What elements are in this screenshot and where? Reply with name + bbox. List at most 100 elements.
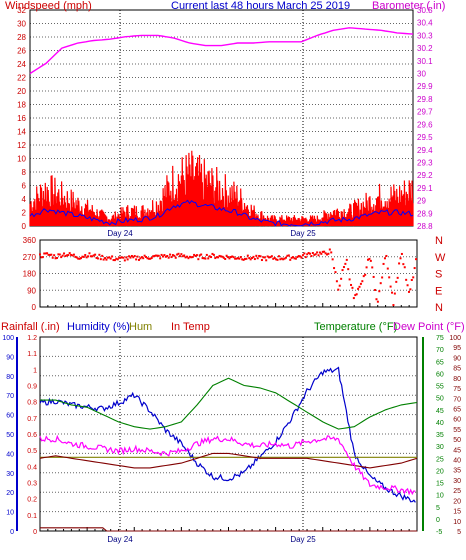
temperature-tick-label: 20	[436, 468, 444, 475]
direction-point	[402, 263, 405, 266]
rain-tick-label: 0.1	[27, 513, 37, 520]
direction-point	[243, 258, 246, 261]
direction-point	[248, 257, 251, 260]
dewpoint-series-line	[39, 434, 416, 496]
direction-point	[105, 258, 108, 261]
direction-point	[136, 255, 139, 258]
direction-point	[258, 254, 261, 257]
dewpoint-tick-label: 65	[453, 406, 461, 413]
direction-point	[177, 252, 180, 255]
direction-point	[253, 258, 256, 261]
humidity-tick-label: 80	[6, 374, 14, 381]
direction-point	[368, 257, 371, 260]
barometer-tick-label: 30.2	[417, 44, 433, 53]
direction-point	[386, 267, 389, 270]
direction-point	[129, 256, 132, 259]
direction-point	[409, 288, 412, 291]
direction-point	[102, 258, 105, 261]
dewpoint-tick-label: 60	[453, 417, 461, 424]
humidity-tick-label: 70	[6, 393, 14, 400]
direction-point	[101, 254, 104, 257]
rain-tick-label: 0.4	[27, 464, 37, 471]
direction-point	[77, 257, 80, 260]
wind-direction-plot-frame	[39, 239, 418, 308]
direction-point	[342, 266, 345, 269]
windspeed-tick-label: 2	[22, 209, 27, 218]
direction-point	[300, 256, 303, 259]
barometer-tick-label: 28.9	[417, 209, 433, 218]
direction-point	[171, 254, 174, 257]
direction-point	[173, 254, 176, 257]
direction-point	[159, 257, 162, 260]
direction-point	[268, 256, 271, 259]
direction-point	[225, 254, 228, 257]
direction-point	[398, 262, 401, 265]
direction-point	[170, 256, 173, 259]
windspeed-tick-label: 24	[17, 60, 26, 69]
dewpoint-axis-title: Dew Point (°F)	[393, 321, 465, 333]
direction-point	[145, 255, 148, 258]
direction-point	[181, 255, 184, 258]
temperature-tick-label: 45	[436, 408, 444, 415]
direction-point	[205, 253, 208, 256]
direction-point	[142, 257, 145, 260]
direction-point	[259, 255, 262, 258]
direction-point	[202, 257, 205, 260]
direction-point	[68, 252, 71, 255]
direction-point	[163, 254, 166, 257]
direction-point	[376, 300, 379, 303]
direction-point	[47, 253, 50, 256]
direction-point	[378, 290, 381, 293]
direction-point	[393, 292, 396, 295]
direction-point	[351, 286, 354, 289]
rain-tick-label: 0.3	[27, 481, 37, 488]
direction-point	[405, 278, 408, 281]
direction-point	[256, 257, 259, 260]
windspeed-tick-label: 26	[17, 47, 26, 56]
barometer-tick-label: 30.1	[417, 57, 433, 66]
barometer-tick-label: 29	[417, 197, 426, 206]
barometer-tick-label: 30.4	[417, 19, 433, 28]
direction-point	[55, 257, 58, 260]
humidity-axis-title: Humidity (%)	[67, 321, 130, 333]
direction-point	[338, 284, 341, 287]
temperature-tick-label: 55	[436, 384, 444, 391]
direction-point	[57, 253, 60, 256]
direction-point	[140, 256, 143, 259]
direction-point	[265, 259, 268, 262]
direction-point	[277, 255, 280, 258]
direction-point	[286, 254, 289, 257]
direction-point	[307, 251, 310, 254]
direction-tick-label: 180	[23, 270, 37, 279]
direction-point	[150, 256, 153, 259]
direction-point	[217, 256, 220, 259]
direction-point	[167, 256, 170, 259]
direction-point	[187, 257, 190, 260]
direction-point	[65, 254, 68, 257]
direction-point	[251, 256, 254, 259]
direction-point	[71, 254, 74, 257]
direction-point	[413, 267, 416, 270]
direction-point	[239, 256, 242, 259]
windspeed-tick-label: 32	[17, 6, 26, 15]
direction-point	[227, 256, 230, 259]
temperature-tick-label: -5	[436, 529, 442, 536]
direction-point	[236, 257, 239, 260]
direction-point	[81, 255, 84, 258]
dewpoint-tick-label: 85	[453, 366, 461, 373]
direction-point	[58, 253, 61, 256]
direction-point	[115, 257, 118, 260]
direction-point	[178, 255, 181, 258]
direction-point	[154, 254, 157, 257]
direction-point	[318, 251, 321, 254]
direction-point	[79, 257, 82, 260]
compass-tick-label: N	[435, 302, 443, 314]
direction-tick-label: 0	[32, 303, 37, 312]
direction-point	[104, 257, 107, 260]
direction-point	[335, 280, 338, 283]
direction-point	[371, 266, 374, 269]
direction-point	[169, 253, 172, 256]
direction-point	[344, 262, 347, 265]
direction-point	[39, 253, 41, 256]
direction-point	[228, 257, 231, 260]
